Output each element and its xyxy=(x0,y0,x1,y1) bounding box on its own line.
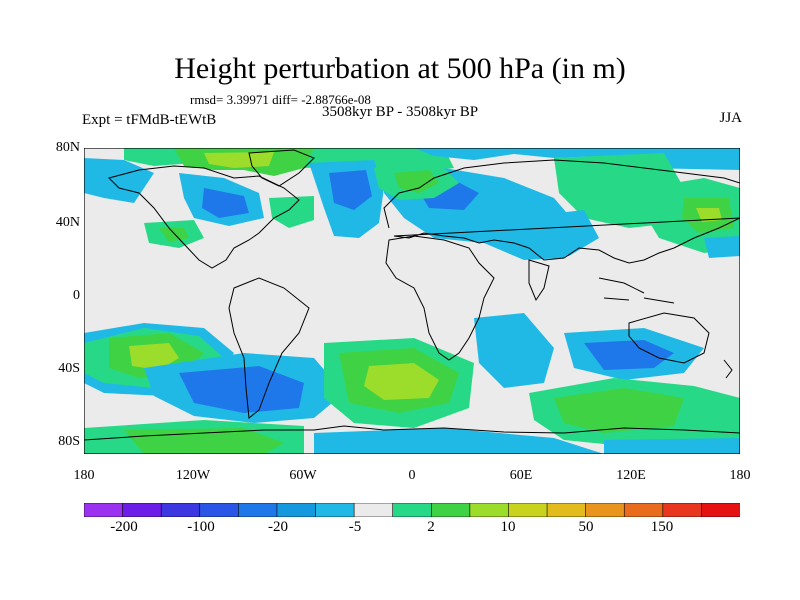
india-outline xyxy=(528,259,550,302)
colorbar-swatch xyxy=(662,503,703,517)
lon-label-120e: 120E xyxy=(616,468,646,483)
colorbar-label: 150 xyxy=(650,519,674,535)
stats-text: rmsd= 3.39971 diff= -2.88766e-08 xyxy=(190,92,371,107)
lat-label-80s: 80S xyxy=(58,434,80,449)
colorbar-label: 2 xyxy=(427,519,435,535)
colorbar-swatch xyxy=(315,503,355,517)
greenland-outline xyxy=(248,149,315,187)
lat-label-40n: 40N xyxy=(55,215,80,230)
colorbar-swatch xyxy=(392,503,433,517)
lat-label-0: 0 xyxy=(73,288,80,303)
australia-outline xyxy=(628,312,710,364)
colorbar-swatch xyxy=(276,503,317,517)
contour-fills xyxy=(84,148,740,454)
season-label: JJA xyxy=(719,110,742,126)
lon-label-180-right: 180 xyxy=(729,468,751,483)
colorbar-label: 10 xyxy=(500,519,516,535)
plot-title: Height perturbation at 500 hPa (in m) xyxy=(174,52,626,85)
colorbar-label: 50 xyxy=(578,519,594,535)
colorbar-swatch xyxy=(546,503,587,517)
colorbar-label: -100 xyxy=(187,519,215,535)
colorbar-swatch xyxy=(508,503,548,517)
lon-label-60e: 60E xyxy=(509,468,533,483)
colorbar-swatch xyxy=(84,503,124,517)
indonesia-outline xyxy=(598,277,675,304)
colorbar-label: -20 xyxy=(268,519,288,535)
coastlines xyxy=(84,149,740,441)
lon-label-180-left: 180 xyxy=(73,468,95,483)
colorbar-label: -200 xyxy=(110,519,138,535)
colorbar-swatch xyxy=(469,503,510,517)
lat-label-80n: 80N xyxy=(55,140,80,155)
colorbar-swatch xyxy=(353,503,394,517)
colorbar-swatch xyxy=(701,503,740,517)
map-panel xyxy=(84,148,740,454)
colorbar xyxy=(84,503,740,517)
new-zealand-outline xyxy=(723,359,733,379)
colorbar-swatch xyxy=(122,503,162,517)
colorbar-swatch xyxy=(238,503,278,517)
africa-outline xyxy=(385,235,495,361)
north-america-outline xyxy=(108,165,300,269)
colorbar-swatch xyxy=(623,503,664,517)
lon-label-60w: 60W xyxy=(289,468,317,483)
colorbar-swatch xyxy=(199,503,240,517)
lat-label-40s: 40S xyxy=(58,361,80,376)
eurasia-outline xyxy=(383,159,740,264)
antarctica-outline xyxy=(84,425,740,441)
colorbar-swatch xyxy=(430,503,471,517)
colorbar-swatch xyxy=(585,503,626,517)
lon-label-120w: 120W xyxy=(175,468,211,483)
lon-label-0: 0 xyxy=(408,468,416,483)
experiment-label: Expt = tFMdB-tEWtB xyxy=(82,112,217,128)
south-america-outline xyxy=(228,277,310,419)
colorbar-swatch xyxy=(160,503,201,517)
colorbar-label: -5 xyxy=(348,519,362,535)
period-label: 3508kyr BP - 3508kyr BP xyxy=(321,104,479,120)
